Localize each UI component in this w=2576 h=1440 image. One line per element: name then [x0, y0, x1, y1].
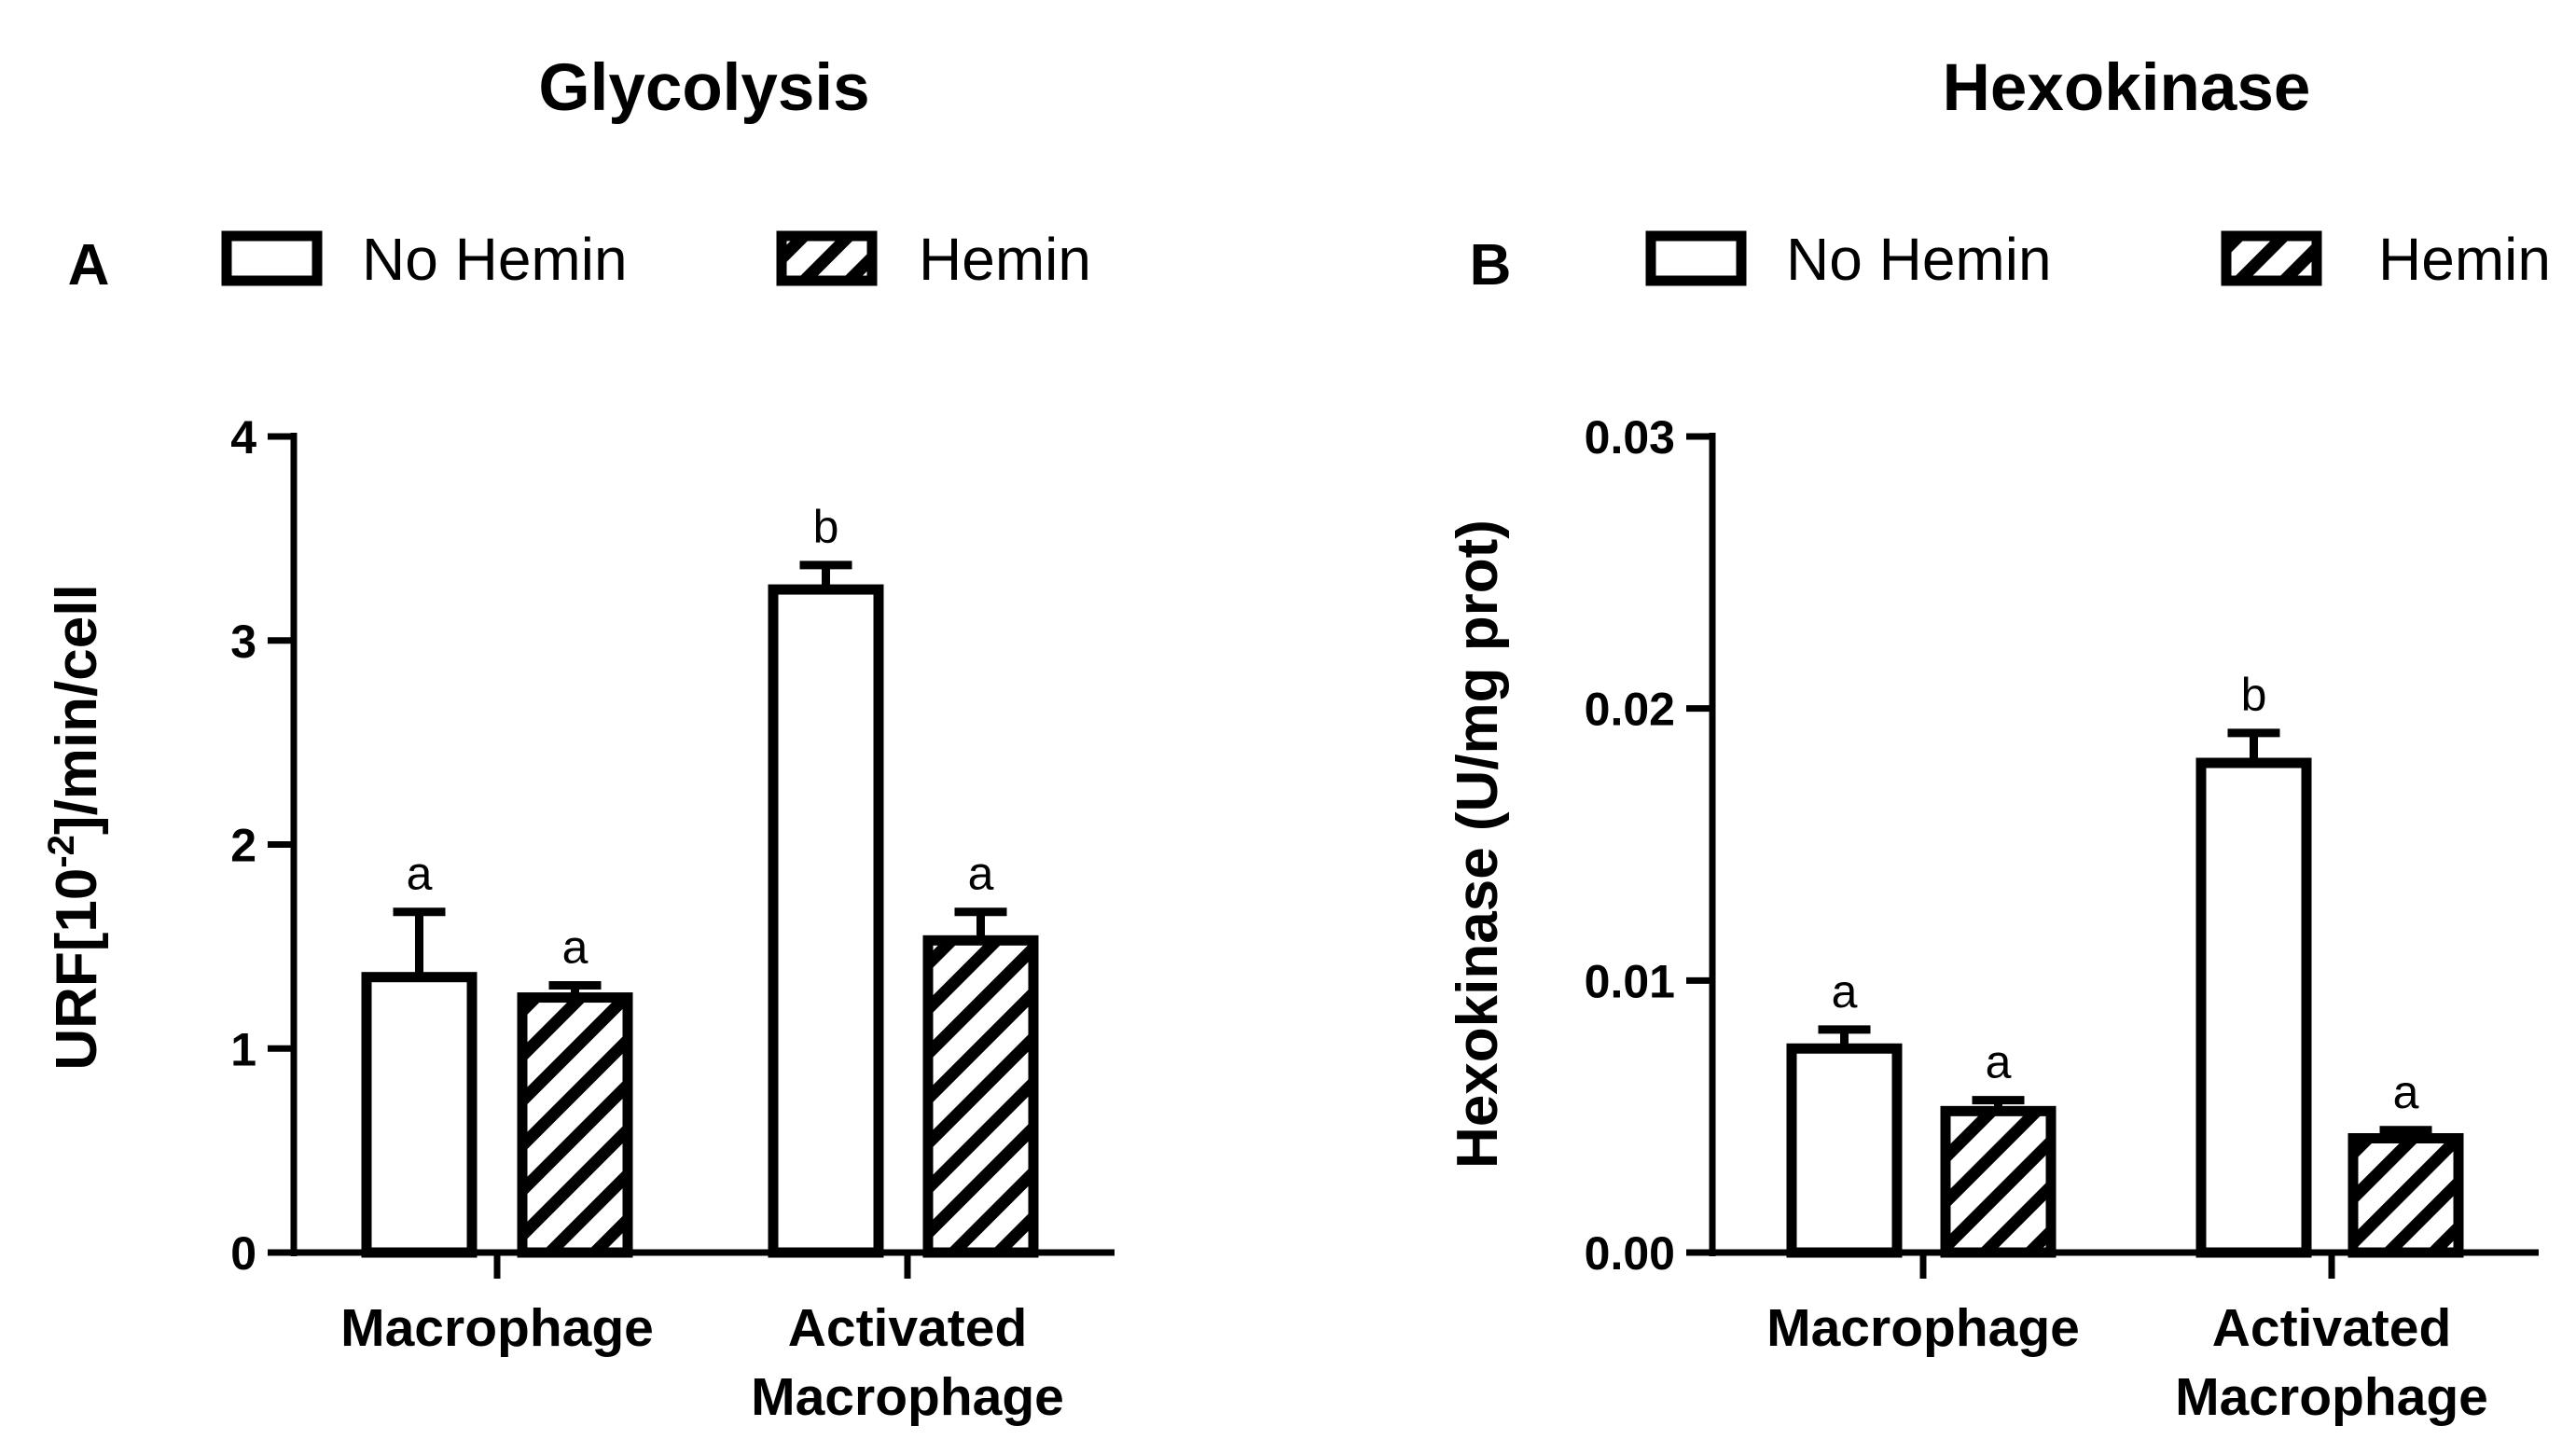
- legend-label: Hemin: [2378, 226, 2551, 293]
- significance-label: a: [1832, 965, 1858, 1018]
- panel-letter: A: [68, 233, 110, 298]
- bar: [2347, 1133, 2464, 1258]
- significance-label: a: [2393, 1066, 2419, 1118]
- legend-swatch-no-hemin: [221, 230, 323, 286]
- panel-glycolysis: Glycolysis A No Hemin Hemin URF[10-2]/mi…: [41, 51, 1115, 1427]
- panel-letter: B: [1470, 233, 1512, 298]
- chart-title: Hexokinase: [1943, 51, 2311, 125]
- plot-area: a b a a 0.00 0.01 0.02 0.03 Macrophage Activated M…: [1585, 411, 2539, 1427]
- x-tick-label: Macrophage: [751, 1367, 1064, 1427]
- legend-entry-hemin: Hemin: [2221, 226, 2551, 293]
- bar: [768, 584, 884, 1258]
- y-tick-label: 0.02: [1585, 684, 1675, 736]
- significance-label: b: [2241, 669, 2267, 721]
- x-tick-label: Macrophage: [2175, 1367, 2488, 1427]
- y-axis-label: Hexokinase (U/mg prot): [1446, 519, 1510, 1169]
- legend-swatch-hemin: [776, 230, 878, 286]
- bar: [2195, 757, 2312, 1258]
- significance-label: b: [813, 501, 839, 553]
- y-tick-label: 3: [230, 616, 256, 668]
- y-tick-label: 1: [230, 1023, 256, 1075]
- x-tick-label: Activated: [788, 1298, 1028, 1358]
- y-tick-label: 0: [230, 1227, 256, 1280]
- y-tick-label: 0.03: [1585, 411, 1675, 464]
- bar: [361, 972, 478, 1258]
- panel-hexokinase: Hexokinase B No Hemin Hemin Hexokinase (…: [1446, 51, 2551, 1427]
- legend-label: No Hemin: [1786, 226, 2052, 293]
- significance-label: a: [1986, 1036, 2012, 1088]
- legend-swatch-hemin: [2221, 230, 2322, 286]
- plot-area: a b a a 0 1 2 3 4 Macrophage Activated Macrophage: [230, 411, 1115, 1427]
- chart-title: Glycolysis: [538, 51, 869, 125]
- bar: [517, 992, 633, 1258]
- bar: [1786, 1043, 1903, 1258]
- legend-entry-hemin: Hemin: [776, 226, 1091, 293]
- legend: No Hemin Hemin: [1645, 226, 2551, 293]
- legend-label: Hemin: [919, 226, 1091, 293]
- legend-entry-no-hemin: No Hemin: [221, 226, 628, 293]
- legend: No Hemin Hemin: [221, 226, 1091, 293]
- x-tick-label: Macrophage: [340, 1298, 654, 1358]
- y-tick-label: 0.01: [1585, 955, 1675, 1007]
- significance-label: a: [562, 921, 589, 973]
- legend-entry-no-hemin: No Hemin: [1645, 226, 2052, 293]
- y-tick-label: 0.00: [1585, 1227, 1675, 1280]
- bar: [922, 935, 1039, 1258]
- x-tick-label: Macrophage: [1766, 1298, 2080, 1358]
- significance-label: a: [407, 848, 433, 900]
- bar: [1940, 1105, 2057, 1258]
- legend-swatch-no-hemin: [1645, 230, 1747, 286]
- legend-label: No Hemin: [362, 226, 628, 293]
- x-tick-label: Activated: [2212, 1298, 2452, 1358]
- y-tick-label: 2: [230, 820, 256, 872]
- y-axis-label: URF[10-2]/min/cell: [41, 584, 109, 1070]
- y-tick-label: 4: [230, 411, 256, 464]
- significance-label: a: [968, 848, 994, 900]
